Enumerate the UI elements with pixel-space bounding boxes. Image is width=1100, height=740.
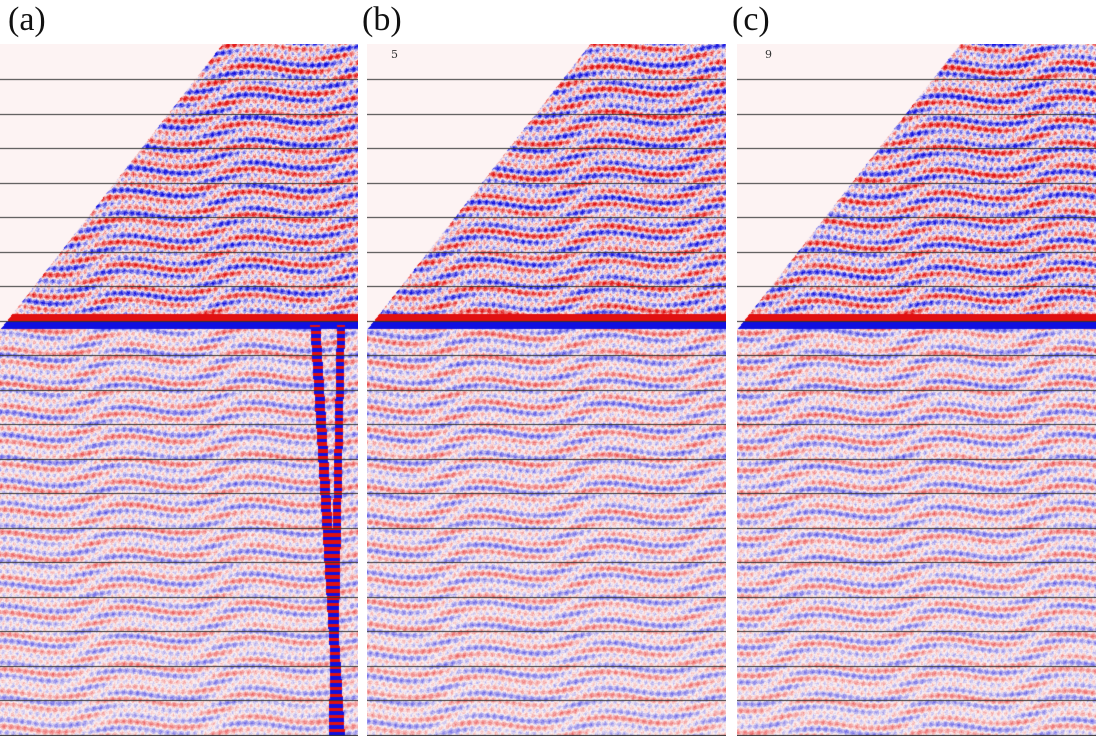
panel-b-marker: 5 [391, 48, 398, 61]
seismic-panel-c: 9 [737, 44, 1096, 736]
seismic-panel-a [0, 44, 358, 736]
panel-c-marker: 9 [765, 48, 772, 61]
panel-b-label: (b) [362, 1, 402, 38]
panel-a-label: (a) [8, 1, 46, 38]
seismic-image-b [367, 44, 726, 736]
seismic-image-a [0, 44, 358, 736]
seismic-panel-b: 5 [367, 44, 726, 736]
seismic-image-c [737, 44, 1096, 736]
panel-c-label: (c) [732, 1, 770, 38]
